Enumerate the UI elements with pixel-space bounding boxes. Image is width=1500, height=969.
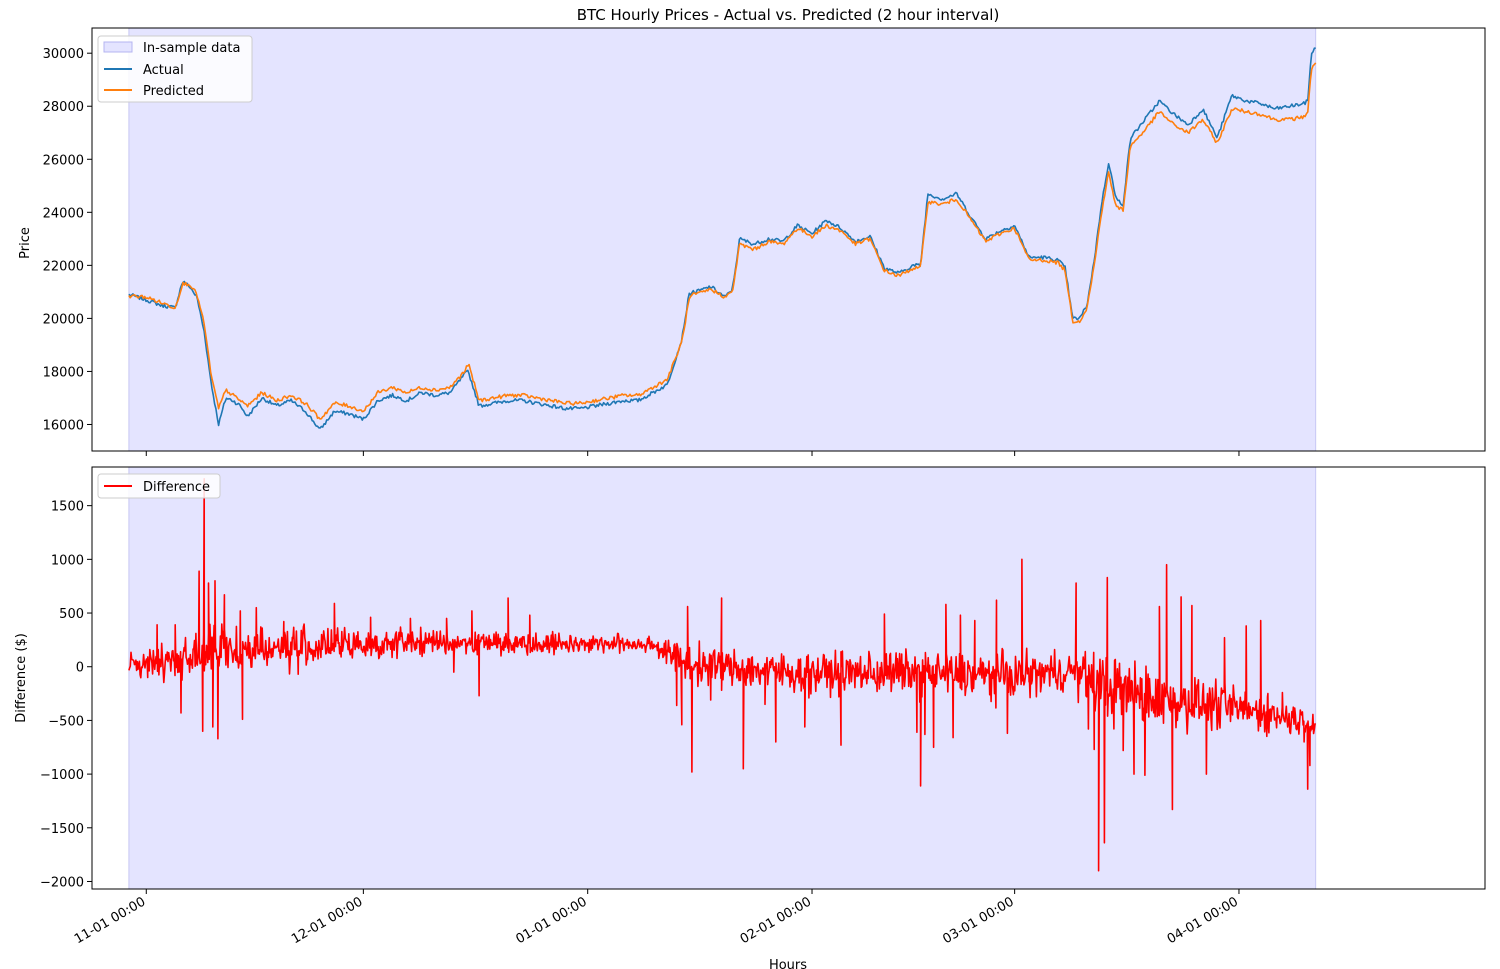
difference-y-tick-label: 0 (76, 661, 84, 676)
price-plot-area: 16000 18000 20000 22000 24000 26000 28000 30000 (43, 27, 1486, 456)
difference-ylabel: Difference ($) (14, 633, 29, 723)
difference-y-tick-label: −1500 (40, 822, 84, 837)
difference-legend-box (97, 473, 221, 499)
legend-label-in-sample: In-sample data (143, 41, 240, 56)
x-axis-ticks: 11-01 00:00 12-01 00:00 01-01 00:00 02-01 0… (72, 894, 1241, 947)
price-y-tick-label: 28000 (43, 100, 84, 115)
price-axes-frame (91, 27, 1486, 452)
price-legend-box (97, 35, 253, 103)
price-y-tick-label: 16000 (43, 418, 84, 433)
price-legend: In-sample data Actual Predicted (97, 35, 253, 103)
difference-legend: Difference (97, 473, 221, 499)
price-y-tick-label: 30000 (43, 47, 84, 62)
legend-label-actual: Actual (143, 63, 184, 78)
legend-label-difference: Difference (143, 480, 210, 495)
difference-y-tick-label: −2000 (40, 875, 84, 890)
legend-swatch-in-sample (103, 41, 133, 53)
x-tick-label: 03-01 00:00 (940, 894, 1016, 947)
x-tick-label: 11-01 00:00 (72, 894, 148, 947)
legend-label-predicted: Predicted (143, 84, 204, 99)
price-ylabel: Price (18, 227, 33, 259)
x-tick-label: 02-01 00:00 (738, 894, 814, 947)
difference-y-tick-label: 1000 (51, 553, 84, 568)
price-y-tick-label: 26000 (43, 153, 84, 168)
price-y-tick-label: 24000 (43, 206, 84, 221)
x-axis-label: Hours (769, 958, 807, 969)
x-tick-label: 04-01 00:00 (1165, 894, 1241, 947)
price-chart-title: BTC Hourly Prices - Actual vs. Predicted… (577, 6, 1000, 24)
difference-y-tick-label: 1500 (51, 500, 84, 515)
price-in-sample-region (128, 27, 1317, 452)
difference-chart: −2000 −1500 −1000 −500 0 500 1000 1500 Differen… (14, 466, 1486, 969)
difference-y-tick-label: −1000 (40, 768, 84, 783)
difference-axes-frame (91, 466, 1486, 890)
difference-y-tick-label: 500 (59, 607, 84, 622)
price-chart: BTC Hourly Prices - Actual vs. Predicted… (18, 6, 1486, 456)
difference-plot-area: −2000 −1500 −1000 −500 0 500 1000 1500 (40, 466, 1486, 894)
x-tick-label: 01-01 00:00 (513, 894, 589, 947)
series-line-actual (128, 47, 1316, 429)
series-line-predicted (128, 62, 1317, 420)
price-y-tick-label: 22000 (43, 259, 84, 274)
x-tick-label: 12-01 00:00 (289, 894, 365, 947)
price-y-tick-label: 18000 (43, 365, 84, 380)
price-y-tick-label: 20000 (43, 312, 84, 327)
series-line-difference (128, 478, 1317, 872)
difference-y-tick-label: −500 (48, 714, 84, 729)
